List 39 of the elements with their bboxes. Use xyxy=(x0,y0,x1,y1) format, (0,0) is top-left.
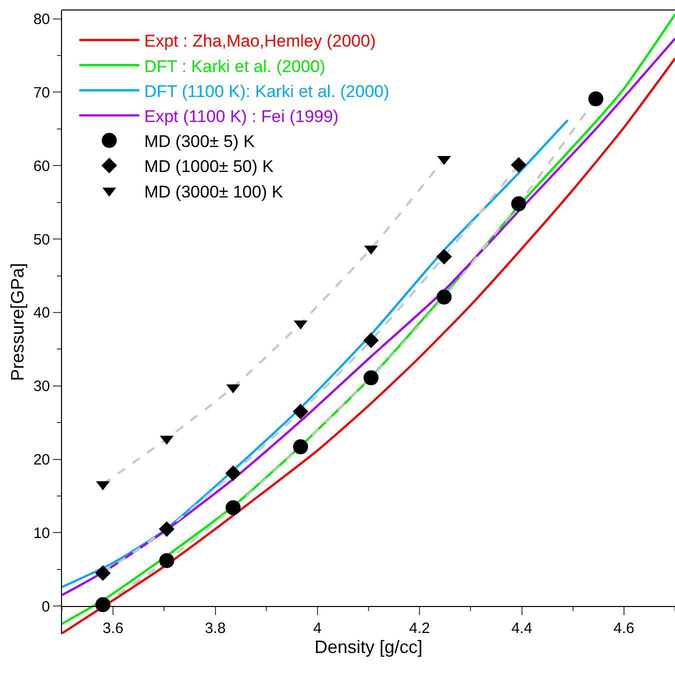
point xyxy=(226,500,241,516)
y-tick-label: 0 xyxy=(42,598,50,616)
legend-label: MD (1000± 50) K xyxy=(144,157,274,176)
x-tick-label: 4.6 xyxy=(613,620,634,638)
legend-label: DFT (1100 K): Karki et al. (2000) xyxy=(144,82,390,101)
point xyxy=(436,248,452,264)
x-tick-label: 4.2 xyxy=(409,620,430,638)
point xyxy=(510,157,526,173)
x-tick-label: 4 xyxy=(313,620,322,638)
point xyxy=(95,597,110,612)
y-axis-title: Pressure[GPa] xyxy=(8,262,28,382)
point xyxy=(95,565,111,581)
y-tick-label: 40 xyxy=(33,304,50,322)
x-tick-label: 3.8 xyxy=(204,620,226,638)
point xyxy=(364,370,379,386)
y-tick-label: 70 xyxy=(33,84,50,102)
legend-label: MD (300± 5) K xyxy=(144,132,256,152)
x-axis-title: Density [g/cc] xyxy=(314,637,423,658)
y-tick-label: 30 xyxy=(33,378,50,396)
y-tick-label: 10 xyxy=(33,524,50,542)
point xyxy=(511,196,526,212)
legend-label: DFT : Karki et al. (2000) xyxy=(144,56,326,76)
y-tick-label: 80 xyxy=(33,11,50,28)
y-tick-label: 50 xyxy=(33,231,50,248)
point xyxy=(436,290,452,305)
point xyxy=(363,332,379,348)
point xyxy=(225,465,241,482)
point xyxy=(588,91,604,106)
y-tick-label: 60 xyxy=(33,158,50,175)
legend-label: MD (3000± 100) K xyxy=(144,182,284,202)
point xyxy=(292,404,308,420)
point xyxy=(293,439,308,454)
x-tick-label: 3.6 xyxy=(102,620,124,638)
y-tick-label: 20 xyxy=(33,452,50,469)
legend-label: Expt : Zha,Mao,Hemley (2000) xyxy=(144,32,376,51)
point xyxy=(159,553,174,568)
point xyxy=(158,521,175,537)
legend-label: Expt (1100 K) : Fei (1999) xyxy=(144,106,339,126)
x-tick-label: 4.4 xyxy=(511,620,532,638)
